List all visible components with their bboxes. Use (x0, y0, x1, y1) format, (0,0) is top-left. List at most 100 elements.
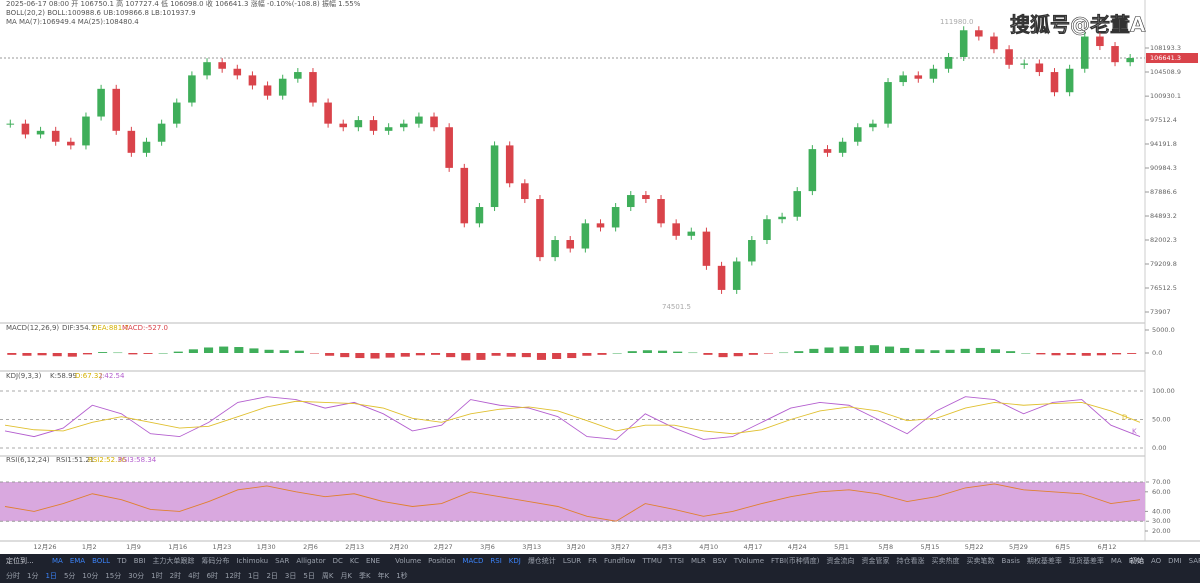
period-tab[interactable]: 1日 (45, 572, 56, 580)
candle (702, 231, 711, 266)
candle (36, 130, 45, 135)
indicator-tab[interactable]: EMA (70, 557, 85, 565)
indicator-tab[interactable]: MLR (691, 557, 706, 565)
indicator-tab[interactable]: KC (350, 557, 359, 565)
macd-bar (885, 346, 895, 353)
indicator-tab[interactable]: SAR (1189, 557, 1200, 565)
period-tab[interactable]: 季K (359, 571, 371, 580)
price-tick-label: 94191.8 (1150, 140, 1177, 148)
candle (67, 141, 75, 146)
indicator-tab[interactable]: 筹码分布 (201, 556, 229, 565)
date-label: 1月16 (168, 543, 187, 551)
macd-bar (809, 348, 819, 353)
period-tab[interactable]: 12时 (225, 571, 241, 580)
macd-bar (264, 349, 274, 353)
indicator-tab[interactable]: 期权基差率 (1027, 556, 1062, 565)
period-tab[interactable]: 月K (340, 572, 352, 580)
macd-bar (536, 353, 547, 360)
period-tab[interactable]: 6时 (207, 571, 218, 580)
date-label: 5月29 (1009, 543, 1028, 551)
indicator-tab[interactable]: DMI (1168, 557, 1182, 565)
period-tab[interactable]: 1日 (248, 572, 259, 580)
indicator-tab[interactable]: Basis (1002, 557, 1021, 565)
indicator-tab[interactable]: 持仓看涨 (897, 556, 925, 565)
indicator-tab[interactable]: Position (428, 557, 455, 565)
indicator-tab[interactable]: BSV (713, 557, 727, 565)
macd-bar (748, 353, 758, 355)
indicator-tab[interactable]: FTBI(币种情度) (771, 556, 820, 565)
price-tick-label: 100930.1 (1150, 92, 1181, 100)
period-tab[interactable]: 10分 (82, 571, 98, 580)
locate-button[interactable]: 定位到... (6, 556, 34, 565)
rsi-1: RSI1:51.21 (56, 456, 94, 464)
indicator-tab[interactable]: AO (1151, 557, 1162, 565)
period-tab[interactable]: 15分 (105, 571, 121, 580)
period-tab[interactable]: 30分 (128, 571, 144, 580)
macd-bar (128, 353, 138, 355)
kdj-tick-label: 50.00 (1152, 416, 1171, 424)
candle (959, 30, 968, 57)
macd-bar (900, 347, 910, 353)
macd-bar (688, 352, 698, 354)
candle (763, 219, 771, 241)
rsi-line (4, 483, 1141, 522)
indicator-tab[interactable]: 资金管家 (862, 556, 890, 565)
low-annotation: 74501.5 (662, 303, 691, 311)
candle (914, 75, 923, 79)
indicator-tab[interactable]: LSUR (563, 557, 581, 565)
candle (430, 116, 438, 128)
candle (218, 62, 226, 69)
period-tab[interactable]: 1分 (27, 571, 38, 580)
period-tab[interactable]: 周K (322, 572, 334, 580)
candle (172, 102, 181, 124)
indicator-tab[interactable]: KDJ (509, 557, 521, 565)
date-label: 5月8 (878, 543, 893, 551)
indicator-tab[interactable]: 主力大单跟踪 (152, 556, 194, 565)
indicator-tab[interactable]: 爆仓统计 (528, 556, 556, 565)
indicator-tab[interactable]: FR (588, 557, 597, 565)
period-tab[interactable]: 2日 (266, 572, 277, 580)
candle (823, 149, 832, 153)
period-tab[interactable]: 2时 (170, 571, 181, 580)
indicator-tab[interactable]: Alligator (296, 557, 325, 565)
indicator-tab[interactable]: 买卖笔数 (967, 556, 995, 565)
candle (294, 72, 302, 79)
indicator-tab[interactable]: ENE (366, 557, 380, 565)
candle (127, 130, 136, 153)
period-tab[interactable]: 分时 (6, 571, 20, 580)
indicator-tab[interactable]: SAR (275, 557, 289, 565)
indicator-tab[interactable]: DC (333, 557, 343, 565)
indicator-tab[interactable]: EMA (1129, 557, 1144, 565)
reset-button[interactable]: 初始 (1130, 556, 1144, 565)
indicator-tab[interactable]: Volume (395, 557, 421, 565)
period-tab[interactable]: 1时 (151, 571, 162, 580)
price-tick-label: 108193.3 (1150, 44, 1181, 52)
indicator-tab[interactable]: MA (52, 557, 63, 565)
period-tab[interactable]: 1秒 (396, 571, 407, 580)
high-annotation: 111980.0 (940, 18, 973, 26)
indicator-tab[interactable]: 资金流向 (827, 556, 855, 565)
indicator-tab[interactable]: TTSI (668, 557, 684, 565)
indicator-tab[interactable]: BBI (134, 557, 146, 565)
rsi-tick-label: 40.00 (1152, 507, 1171, 515)
period-tab[interactable]: 5分 (64, 571, 75, 580)
indicator-tab[interactable]: TTMU (641, 557, 662, 565)
period-tab[interactable]: 3日 (285, 572, 296, 580)
indicator-tab[interactable]: BOLL (92, 557, 110, 565)
period-tab[interactable]: 5日 (303, 572, 314, 580)
candle (732, 261, 741, 290)
indicator-tab[interactable]: Ichimoku (236, 557, 268, 565)
indicator-tab[interactable]: MA (1111, 557, 1122, 565)
indicator-tab[interactable]: TVolume (733, 557, 764, 565)
indicator-tab[interactable]: TD (116, 557, 127, 565)
date-label: 4月10 (699, 543, 718, 551)
macd-bar (854, 346, 864, 353)
period-tab[interactable]: 4时 (188, 571, 199, 580)
period-tab[interactable]: 年K (378, 571, 390, 580)
indicator-tab[interactable]: 买卖热度 (932, 556, 960, 565)
indicator-tab[interactable]: 现货基差率 (1069, 556, 1104, 565)
indicator-tab[interactable]: Fundflow (604, 557, 636, 565)
rsi-3: RSI3:58.34 (118, 456, 157, 464)
indicator-tab[interactable]: MACD (462, 557, 483, 565)
indicator-tab[interactable]: RSI (490, 557, 501, 565)
